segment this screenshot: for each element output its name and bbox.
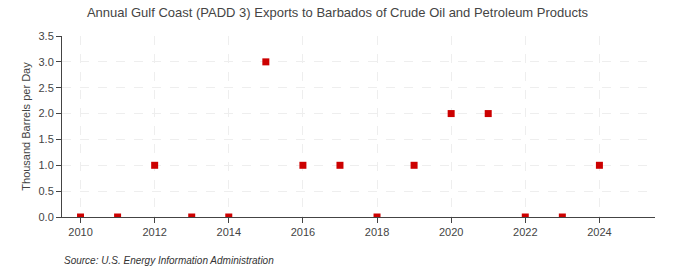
svg-text:3.0: 3.0 [39,56,54,68]
svg-text:2016: 2016 [291,226,315,238]
svg-text:0.0: 0.0 [39,211,54,223]
svg-text:2024: 2024 [587,226,611,238]
svg-text:3.5: 3.5 [39,30,54,42]
svg-text:0.5: 0.5 [39,185,54,197]
svg-text:2022: 2022 [513,226,537,238]
svg-text:2014: 2014 [217,226,241,238]
svg-text:1.0: 1.0 [39,159,54,171]
svg-text:Source: U.S. Energy Informatio: Source: U.S. Energy Information Administ… [64,255,274,266]
svg-text:2012: 2012 [142,226,166,238]
svg-text:1.5: 1.5 [39,133,54,145]
svg-text:Thousand Barrels per Day: Thousand Barrels per Day [20,62,32,191]
svg-text:2.5: 2.5 [39,82,54,94]
svg-text:2010: 2010 [68,226,92,238]
svg-text:2020: 2020 [439,226,463,238]
svg-text:Annual Gulf Coast (PADD 3) Exp: Annual Gulf Coast (PADD 3) Exports to Ba… [87,5,589,20]
svg-text:2018: 2018 [365,226,389,238]
svg-text:2.0: 2.0 [39,107,54,119]
